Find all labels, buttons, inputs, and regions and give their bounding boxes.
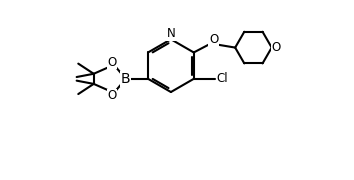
Text: Cl: Cl	[216, 72, 228, 85]
Text: O: O	[107, 89, 116, 102]
Text: O: O	[107, 55, 116, 69]
Text: N: N	[166, 28, 175, 40]
Text: O: O	[271, 41, 280, 54]
Text: B: B	[121, 72, 131, 86]
Text: O: O	[209, 33, 218, 46]
